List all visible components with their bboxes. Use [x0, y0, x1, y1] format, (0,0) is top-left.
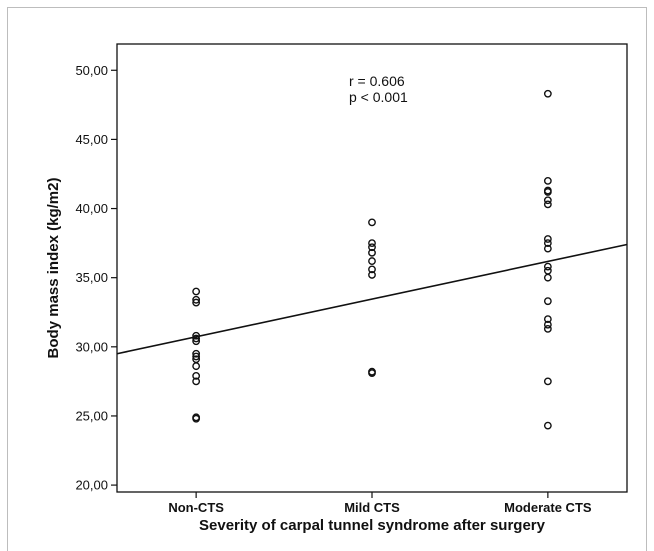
data-point	[543, 266, 552, 275]
data-point	[543, 320, 552, 329]
data-point	[543, 262, 552, 271]
data-point	[543, 188, 552, 196]
data-point	[543, 244, 552, 253]
data-point	[192, 377, 201, 386]
data-point	[192, 337, 201, 346]
x-axis: Non-CTS Mild CTS Moderate CTS	[168, 492, 592, 515]
data-point	[368, 271, 376, 279]
annotation-r: r = 0.606	[349, 73, 405, 89]
data-point	[543, 200, 552, 209]
data-point	[368, 243, 376, 252]
data-point	[192, 295, 201, 304]
data-point	[368, 248, 376, 257]
data-point	[543, 196, 552, 205]
y-tick-label: 20,00	[75, 478, 108, 493]
data-point	[368, 218, 376, 227]
data-point	[543, 324, 552, 333]
y-tick-label: 50,00	[75, 63, 108, 78]
data-point	[543, 239, 552, 248]
data-point	[368, 239, 376, 248]
data-point	[192, 362, 201, 371]
y-tick-label: 35,00	[75, 270, 108, 285]
data-point	[543, 377, 552, 386]
data-point	[543, 176, 552, 185]
data-point	[192, 287, 201, 296]
data-point	[368, 257, 376, 265]
data-point	[543, 315, 552, 324]
data-point	[192, 349, 201, 358]
y-axis-title: Body mass index (kg/m2)	[45, 178, 62, 359]
data-point	[192, 352, 201, 361]
data-points	[192, 89, 552, 430]
data-point	[543, 421, 552, 430]
y-tick-label: 45,00	[75, 132, 108, 147]
data-point	[192, 298, 201, 307]
x-category-label: Moderate CTS	[504, 500, 592, 515]
data-point	[192, 334, 201, 343]
x-category-label: Non-CTS	[168, 500, 224, 515]
y-tick-label: 30,00	[75, 339, 108, 354]
x-category-label: Mild CTS	[344, 500, 400, 515]
figure-frame	[7, 7, 647, 551]
x-axis-title: Severity of carpal tunnel syndrome after…	[199, 517, 546, 534]
data-point	[192, 371, 201, 380]
data-point	[368, 369, 376, 377]
data-point	[368, 265, 376, 274]
data-point	[192, 331, 201, 340]
y-tick-label: 25,00	[75, 408, 108, 423]
y-tick-label: 40,00	[75, 201, 108, 216]
data-point	[543, 273, 552, 282]
data-point	[543, 235, 552, 243]
data-point	[192, 414, 201, 423]
data-point	[543, 89, 552, 98]
annotation-p: p < 0.001	[349, 89, 408, 105]
regression-line	[116, 243, 628, 355]
y-axis: 20,00 25,00 30,00 35,00 40,00 45,00 50,00	[75, 63, 117, 493]
data-point	[543, 297, 552, 306]
